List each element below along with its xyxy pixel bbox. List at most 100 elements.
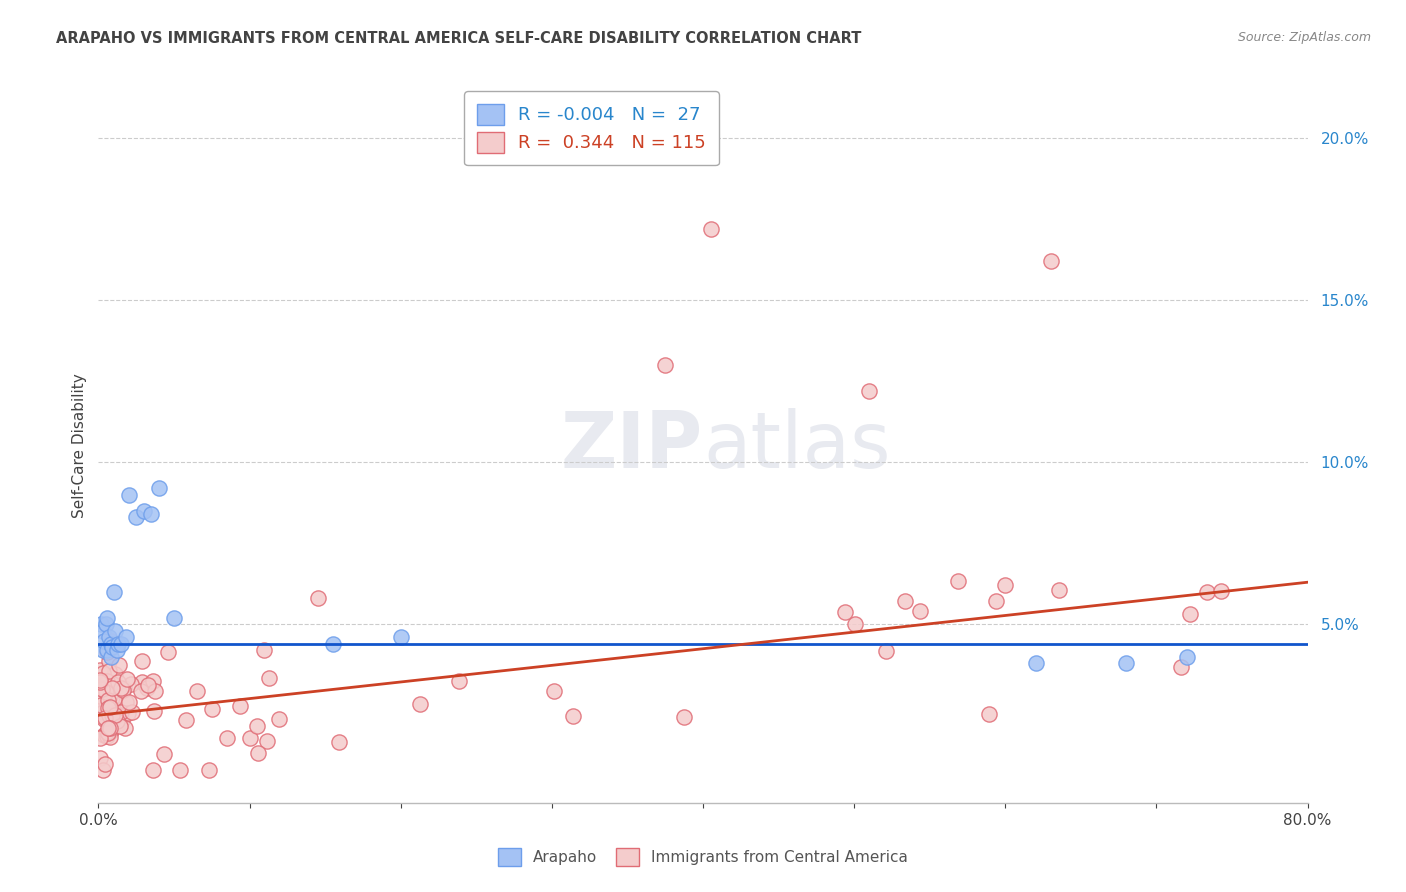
Point [104,708,127,723]
Point [89,673,111,687]
Point [94,710,117,724]
Y-axis label: Self-Care Disability: Self-Care Disability [72,374,87,518]
Point [110,637,132,651]
Point [1024,657,1046,671]
Point [1175,649,1198,664]
Point [229,698,252,713]
Point [98,703,121,717]
Point [114,631,136,645]
Point [120,677,142,691]
Point [107,707,129,722]
Point [101,681,124,696]
Point [148,481,170,495]
Point [673,710,696,724]
Point [389,631,412,645]
Point [98,655,121,669]
Point [108,658,131,673]
Point [253,643,276,657]
Point [858,384,880,398]
Point [217,731,239,746]
Point [259,671,281,685]
Point [946,574,969,589]
Point [104,666,127,681]
Point [117,706,139,720]
Point [110,705,132,719]
Point [100,723,122,738]
Point [100,707,122,722]
Point [105,714,128,728]
Text: atlas: atlas [703,408,890,484]
Point [97,693,120,707]
Point [142,674,165,689]
Point [91,764,114,778]
Point [894,594,917,608]
Point [993,578,1015,592]
Point [1115,657,1137,671]
Point [118,695,141,709]
Point [98,689,121,703]
Point [100,637,122,651]
Point [201,702,224,716]
Point [1195,584,1218,599]
Point [699,221,721,235]
Point [96,729,118,743]
Point [115,695,138,709]
Point [984,593,1007,607]
Point [89,731,111,745]
Point [1178,607,1201,622]
Point [125,510,148,524]
Point [107,637,129,651]
Point [98,700,121,714]
Point [98,721,121,735]
Point [111,713,134,727]
Point [115,672,138,686]
Point [143,704,166,718]
Point [267,712,290,726]
Point [111,683,134,698]
Point [89,689,111,703]
Point [136,681,159,696]
Point [89,696,111,710]
Point [110,681,132,695]
Point [89,751,111,765]
Point [93,633,115,648]
Point [96,684,118,698]
Point [100,649,122,664]
Legend: Arapaho, Immigrants from Central America: Arapaho, Immigrants from Central America [491,841,915,873]
Point [654,358,676,372]
Point [94,617,117,632]
Point [93,712,115,726]
Point [101,640,124,654]
Point [245,718,267,732]
Point [96,643,118,657]
Text: ZIP: ZIP [561,408,703,484]
Point [409,698,432,712]
Point [103,585,125,599]
Point [91,643,114,657]
Point [136,678,159,692]
Point [90,698,112,712]
Point [101,713,124,727]
Point [96,611,118,625]
Point [447,674,470,689]
Point [93,728,115,742]
Point [96,725,118,739]
Point [142,764,165,778]
Point [169,764,191,778]
Point [543,683,565,698]
Point [98,665,121,679]
Point [100,633,122,648]
Point [121,706,143,720]
Point [1039,254,1062,268]
Point [307,591,329,605]
Point [93,677,115,691]
Point [131,674,153,689]
Point [186,684,208,698]
Text: ARAPAHO VS IMMIGRANTS FROM CENTRAL AMERICA SELF-CARE DISABILITY CORRELATION CHAR: ARAPAHO VS IMMIGRANTS FROM CENTRAL AMERI… [56,31,862,46]
Point [131,684,153,698]
Point [118,488,141,502]
Point [91,682,114,697]
Point [163,611,186,625]
Point [96,645,118,659]
Point [908,604,931,618]
